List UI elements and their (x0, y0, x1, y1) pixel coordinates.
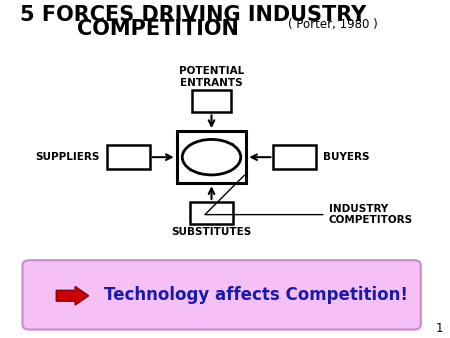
Bar (107, 145, 149, 169)
Bar (193, 90, 230, 112)
Polygon shape (56, 287, 89, 305)
Text: SUBSTITUTES: SUBSTITUTES (171, 226, 252, 237)
Ellipse shape (182, 139, 241, 175)
Text: 5 FORCES DRIVING INDUSTRY: 5 FORCES DRIVING INDUSTRY (20, 5, 367, 25)
Text: POTENTIAL
ENTRANTS: POTENTIAL ENTRANTS (179, 66, 244, 88)
FancyBboxPatch shape (22, 260, 421, 330)
Bar (176, 131, 247, 183)
Text: ( Porter, 1980 ): ( Porter, 1980 ) (288, 18, 378, 30)
Text: COMPETITION: COMPETITION (76, 19, 238, 39)
Text: Technology affects Competition!: Technology affects Competition! (104, 286, 409, 304)
Text: SUPPLIERS: SUPPLIERS (36, 152, 100, 162)
Text: 1: 1 (436, 322, 443, 335)
Text: BUYERS: BUYERS (323, 152, 369, 162)
Bar (274, 145, 316, 169)
Bar (190, 202, 233, 224)
Text: INDUSTRY
COMPETITORS: INDUSTRY COMPETITORS (205, 175, 413, 225)
